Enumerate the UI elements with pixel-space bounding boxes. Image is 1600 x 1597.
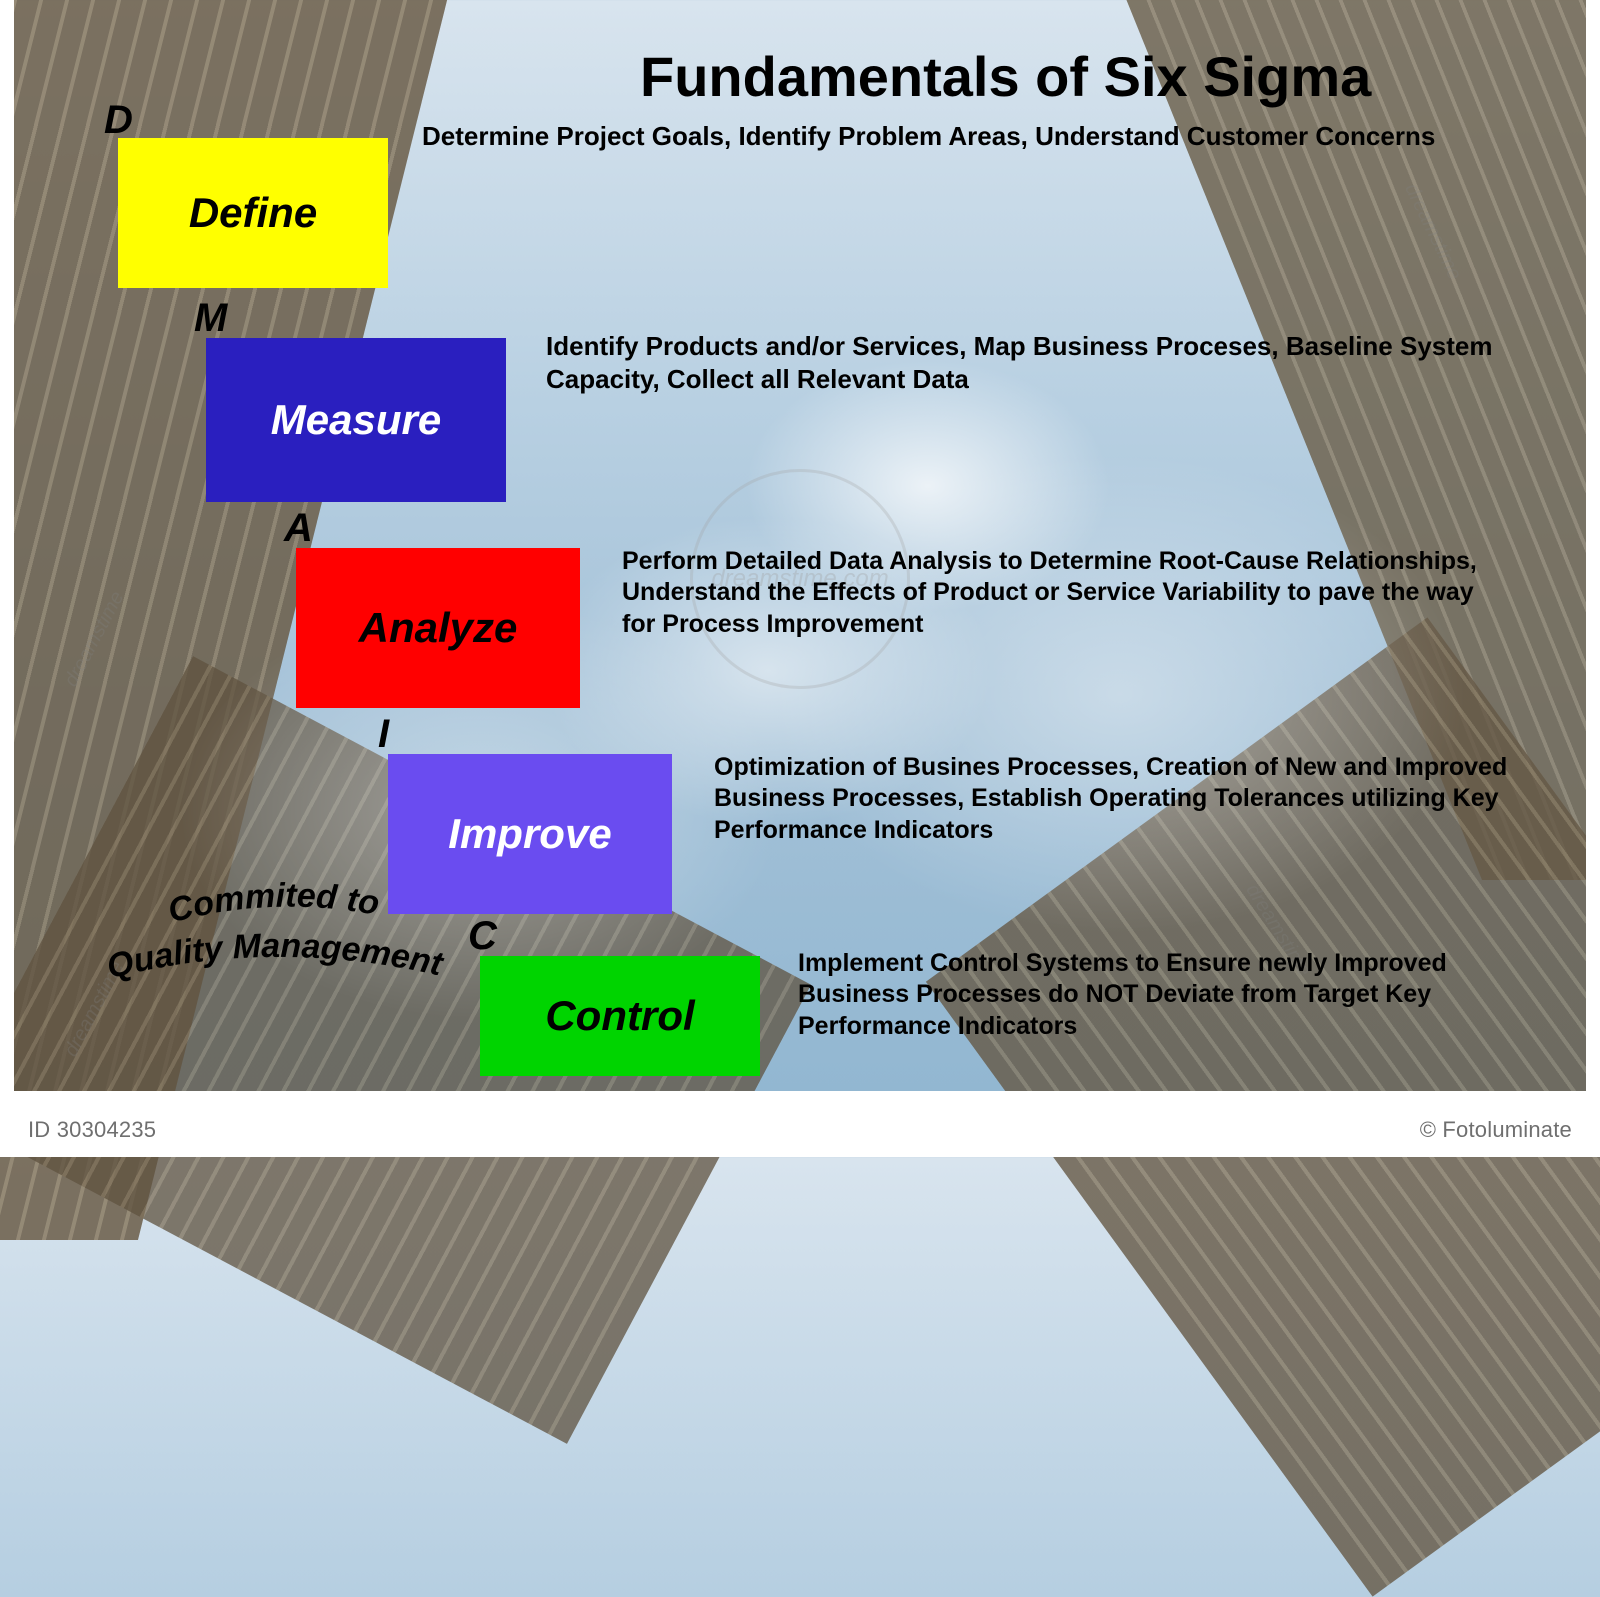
step-desc-measure: Identify Products and/or Services, Map B… (546, 330, 1516, 395)
step-box-define: Define (118, 138, 388, 288)
step-box-control: Control (480, 956, 760, 1076)
step-desc-analyze: Perform Detailed Data Analysis to Determ… (622, 546, 1502, 640)
frame-right (1586, 0, 1600, 1091)
step-label: Analyze (359, 604, 518, 652)
svg-text:Quality Management: Quality Management (103, 927, 448, 986)
step-letter-d: D (104, 98, 133, 143)
footer-credit: © Fotoluminate (1420, 1117, 1572, 1143)
step-letter-i: I (378, 712, 389, 757)
footer-image-id: ID 30304235 (28, 1117, 156, 1143)
step-label: Measure (271, 396, 441, 444)
frame-left (0, 0, 14, 1091)
step-label: Control (545, 992, 694, 1040)
step-desc-define: Determine Project Goals, Identify Proble… (422, 120, 1522, 153)
page-title: Fundamentals of Six Sigma (640, 44, 1371, 109)
step-label: Define (189, 189, 317, 237)
tagline: Commited to Quality Management (60, 880, 480, 1020)
step-box-measure: Measure (206, 338, 506, 502)
step-desc-improve: Optimization of Busines Processes, Creat… (714, 752, 1514, 846)
step-label: Improve (448, 810, 611, 858)
step-box-analyze: Analyze (296, 548, 580, 708)
frame-bottom (0, 1091, 1600, 1157)
step-letter-a: A (284, 506, 313, 551)
step-letter-m: M (194, 296, 227, 341)
step-desc-control: Implement Control Systems to Ensure newl… (798, 948, 1518, 1042)
svg-text:Commited to: Commited to (164, 880, 382, 930)
